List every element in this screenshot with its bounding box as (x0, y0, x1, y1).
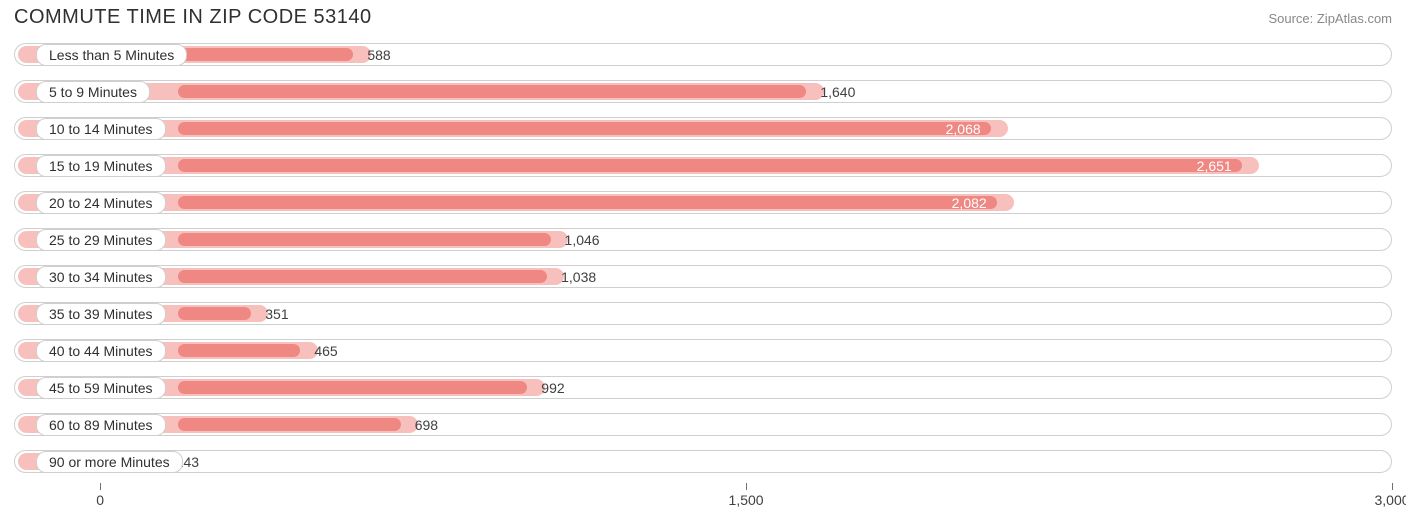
bar-fill (178, 159, 1242, 172)
bar-fill (178, 122, 991, 135)
bar-row: 30 to 34 Minutes 1,038 (14, 261, 1392, 292)
category-label: 15 to 19 Minutes (36, 155, 166, 177)
chart-title: COMMUTE TIME IN ZIP CODE 53140 (14, 6, 372, 29)
bar-fill (178, 418, 401, 431)
category-label: 25 to 29 Minutes (36, 229, 166, 251)
value-label: 1,046 (565, 232, 600, 248)
bar-row: Less than 5 Minutes 588 (14, 39, 1392, 70)
bar-row: 35 to 39 Minutes 351 (14, 298, 1392, 329)
category-label: 5 to 9 Minutes (36, 81, 150, 103)
bar-row: 15 to 19 Minutes 2,651 (14, 150, 1392, 181)
bar-row: 40 to 44 Minutes 465 (14, 335, 1392, 366)
category-label: 90 or more Minutes (36, 451, 183, 473)
bar-track (14, 450, 1392, 473)
category-label: 30 to 34 Minutes (36, 266, 166, 288)
value-label: 1,038 (561, 269, 596, 285)
value-label: 2,068 (946, 121, 981, 137)
value-label: 351 (265, 306, 288, 322)
chart-plot-area: Less than 5 Minutes 588 5 to 9 Minutes 1,64… (0, 39, 1406, 477)
bar-fill (178, 270, 547, 283)
value-label: 1,640 (820, 84, 855, 100)
bar-fill (178, 344, 301, 357)
x-tick-label: 1,500 (729, 492, 764, 508)
bar-fill (178, 381, 528, 394)
category-label: 20 to 24 Minutes (36, 192, 166, 214)
value-label: 698 (415, 417, 438, 433)
x-tick (1392, 483, 1393, 490)
x-tick (746, 483, 747, 490)
category-label: 35 to 39 Minutes (36, 303, 166, 325)
value-label: 992 (541, 380, 564, 396)
bar-fill (178, 307, 252, 320)
chart-header: COMMUTE TIME IN ZIP CODE 53140 Source: Z… (0, 0, 1406, 39)
bar-row: 20 to 24 Minutes 2,082 (14, 187, 1392, 218)
bar-fill (178, 85, 807, 98)
x-axis: 01,5003,000 (14, 483, 1392, 513)
value-label: 465 (314, 343, 337, 359)
bar-row: 45 to 59 Minutes 992 (14, 372, 1392, 403)
chart-source: Source: ZipAtlas.com (1268, 11, 1392, 26)
value-label: 2,082 (952, 195, 987, 211)
bar-fill (178, 48, 354, 61)
bar-row: 60 to 89 Minutes 698 (14, 409, 1392, 440)
x-tick-label: 3,000 (1374, 492, 1406, 508)
category-label: 10 to 14 Minutes (36, 118, 166, 140)
bar-fill (178, 233, 551, 246)
value-label: 2,651 (1197, 158, 1232, 174)
bar-row: 90 or more Minutes143 (14, 446, 1392, 477)
x-tick (100, 483, 101, 490)
x-tick-label: 0 (96, 492, 104, 508)
bar-row: 25 to 29 Minutes 1,046 (14, 224, 1392, 255)
bar-fill (178, 196, 997, 209)
value-label: 588 (367, 47, 390, 63)
category-label: Less than 5 Minutes (36, 44, 187, 66)
bar-row: 10 to 14 Minutes 2,068 (14, 113, 1392, 144)
category-label: 60 to 89 Minutes (36, 414, 166, 436)
category-label: 45 to 59 Minutes (36, 377, 166, 399)
bar-row: 5 to 9 Minutes 1,640 (14, 76, 1392, 107)
category-label: 40 to 44 Minutes (36, 340, 166, 362)
